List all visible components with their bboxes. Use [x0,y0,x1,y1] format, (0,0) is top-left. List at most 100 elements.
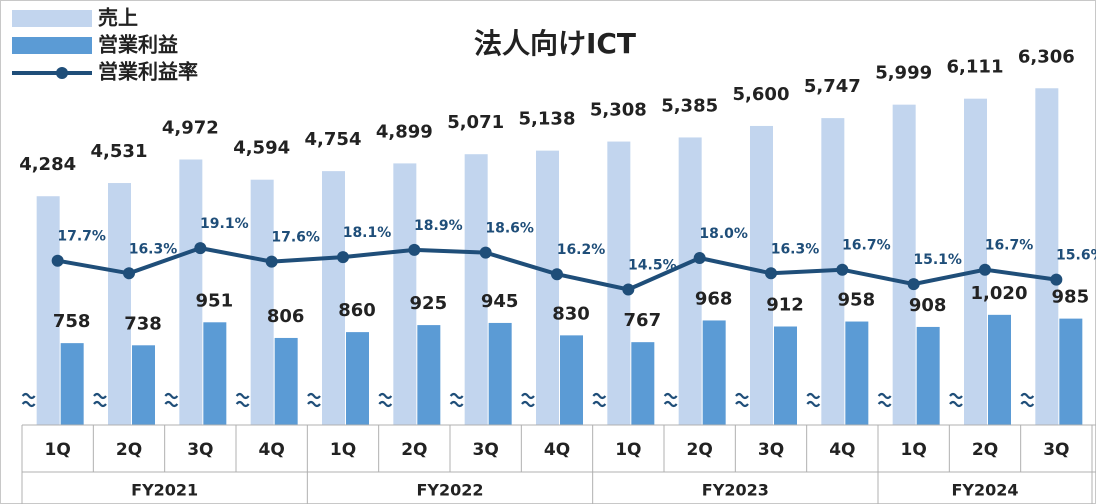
rate-label: 18.1% [343,225,392,241]
x-tick-label: 3Q [1043,440,1069,460]
rate-point [123,267,135,280]
x-tick-label: 4Q [544,440,570,460]
sales-label: 4,531 [91,141,148,162]
group-label: FY2023 [702,481,769,500]
legend-label: 営業利益 [98,33,178,57]
axis-break [877,392,892,400]
axis-break [663,400,678,408]
profit-bar [132,345,155,425]
legend-label: 営業利益率 [98,60,198,84]
axis-break [877,400,892,408]
profit-label: 908 [909,295,947,316]
profit-label: 968 [695,288,733,309]
group-label: FY2021 [131,481,198,500]
axis-break [378,400,393,408]
axis-break [93,400,107,408]
profit-bar [203,322,227,425]
profit-label: 1,020 [971,283,1028,304]
sales-bar [607,141,631,425]
axis-break [735,392,749,400]
axis-break [449,400,464,408]
axis-break [592,392,607,400]
sales-label: 5,071 [447,112,504,133]
rate-label: 16.7% [985,238,1034,254]
sales-bar [179,159,203,426]
x-tick-label: 2Q [972,440,998,460]
axis-break [307,400,321,408]
profit-bar [488,322,512,425]
axis-break [949,400,963,408]
axis-break [21,400,36,408]
sales-bar [750,125,773,426]
sales-label: 5,747 [804,76,861,97]
sales-bar [1035,88,1059,426]
profit-label: 985 [1052,287,1090,308]
sales-bar [464,154,488,425]
sales-bar [964,98,987,425]
rate-label: 16.3% [771,241,820,257]
legend-label: 売上 [98,6,138,30]
rate-point [265,255,278,268]
axis-break [592,400,607,408]
sales-label: 6,111 [947,57,1004,78]
rate-point [693,252,706,264]
profit-bar [988,314,1011,425]
profit-bar [274,337,298,425]
rate-label: 18.6% [485,221,534,237]
x-tick-label: 4Q [259,440,285,460]
rate-label: 18.9% [414,218,463,234]
rate-label: 14.5% [628,258,677,274]
axis-break [449,392,464,400]
profit-label: 912 [766,295,804,316]
profit-bar [702,320,726,425]
axis-break [235,400,250,408]
profit-bar [417,325,441,425]
x-tick-label: 3Q [187,440,213,460]
axis-break [164,392,179,400]
sales-label: 4,899 [376,121,433,142]
profit-label: 951 [196,290,234,311]
sales-bar [393,163,417,425]
sales-label: 4,972 [162,117,219,138]
rate-point [337,251,349,264]
x-tick-label: 2Q [401,440,427,460]
axis-break [93,392,107,400]
legend-swatch [12,10,92,27]
sales-label: 5,308 [590,100,647,121]
axis-break [521,392,535,400]
group-label: FY2024 [951,481,1018,500]
rate-point [622,283,635,296]
profit-label: 738 [124,313,162,334]
axis-break [21,392,36,400]
profit-label: 925 [410,293,448,314]
x-tick-label: 1Q [330,440,356,460]
axis-break [521,400,535,408]
profit-label: 767 [624,310,662,331]
profit-label: 958 [838,290,876,311]
rate-label: 17.6% [271,230,320,246]
sales-bar [36,196,60,425]
axis-break [1020,392,1035,400]
axis-break [806,400,821,408]
axis-break [949,392,963,400]
axis-break [164,400,179,408]
profit-label: 860 [338,300,376,321]
rate-point [194,242,207,255]
sales-bar [108,183,131,425]
sales-label: 4,594 [233,138,290,159]
rate-label: 19.1% [200,216,249,232]
rate-label: 17.7% [57,229,106,245]
rate-point [907,278,920,291]
profit-bar [631,342,655,425]
profit-bar [346,332,369,425]
profit-label: 945 [481,291,519,312]
sales-label: 4,284 [19,154,76,175]
rate-point [479,246,492,259]
rate-point [551,268,563,281]
rate-label: 15.6% [1056,248,1096,264]
rate-label: 15.1% [913,252,962,268]
sales-bar [678,137,702,426]
profit-bar [845,321,869,425]
profit-bar [774,326,797,425]
